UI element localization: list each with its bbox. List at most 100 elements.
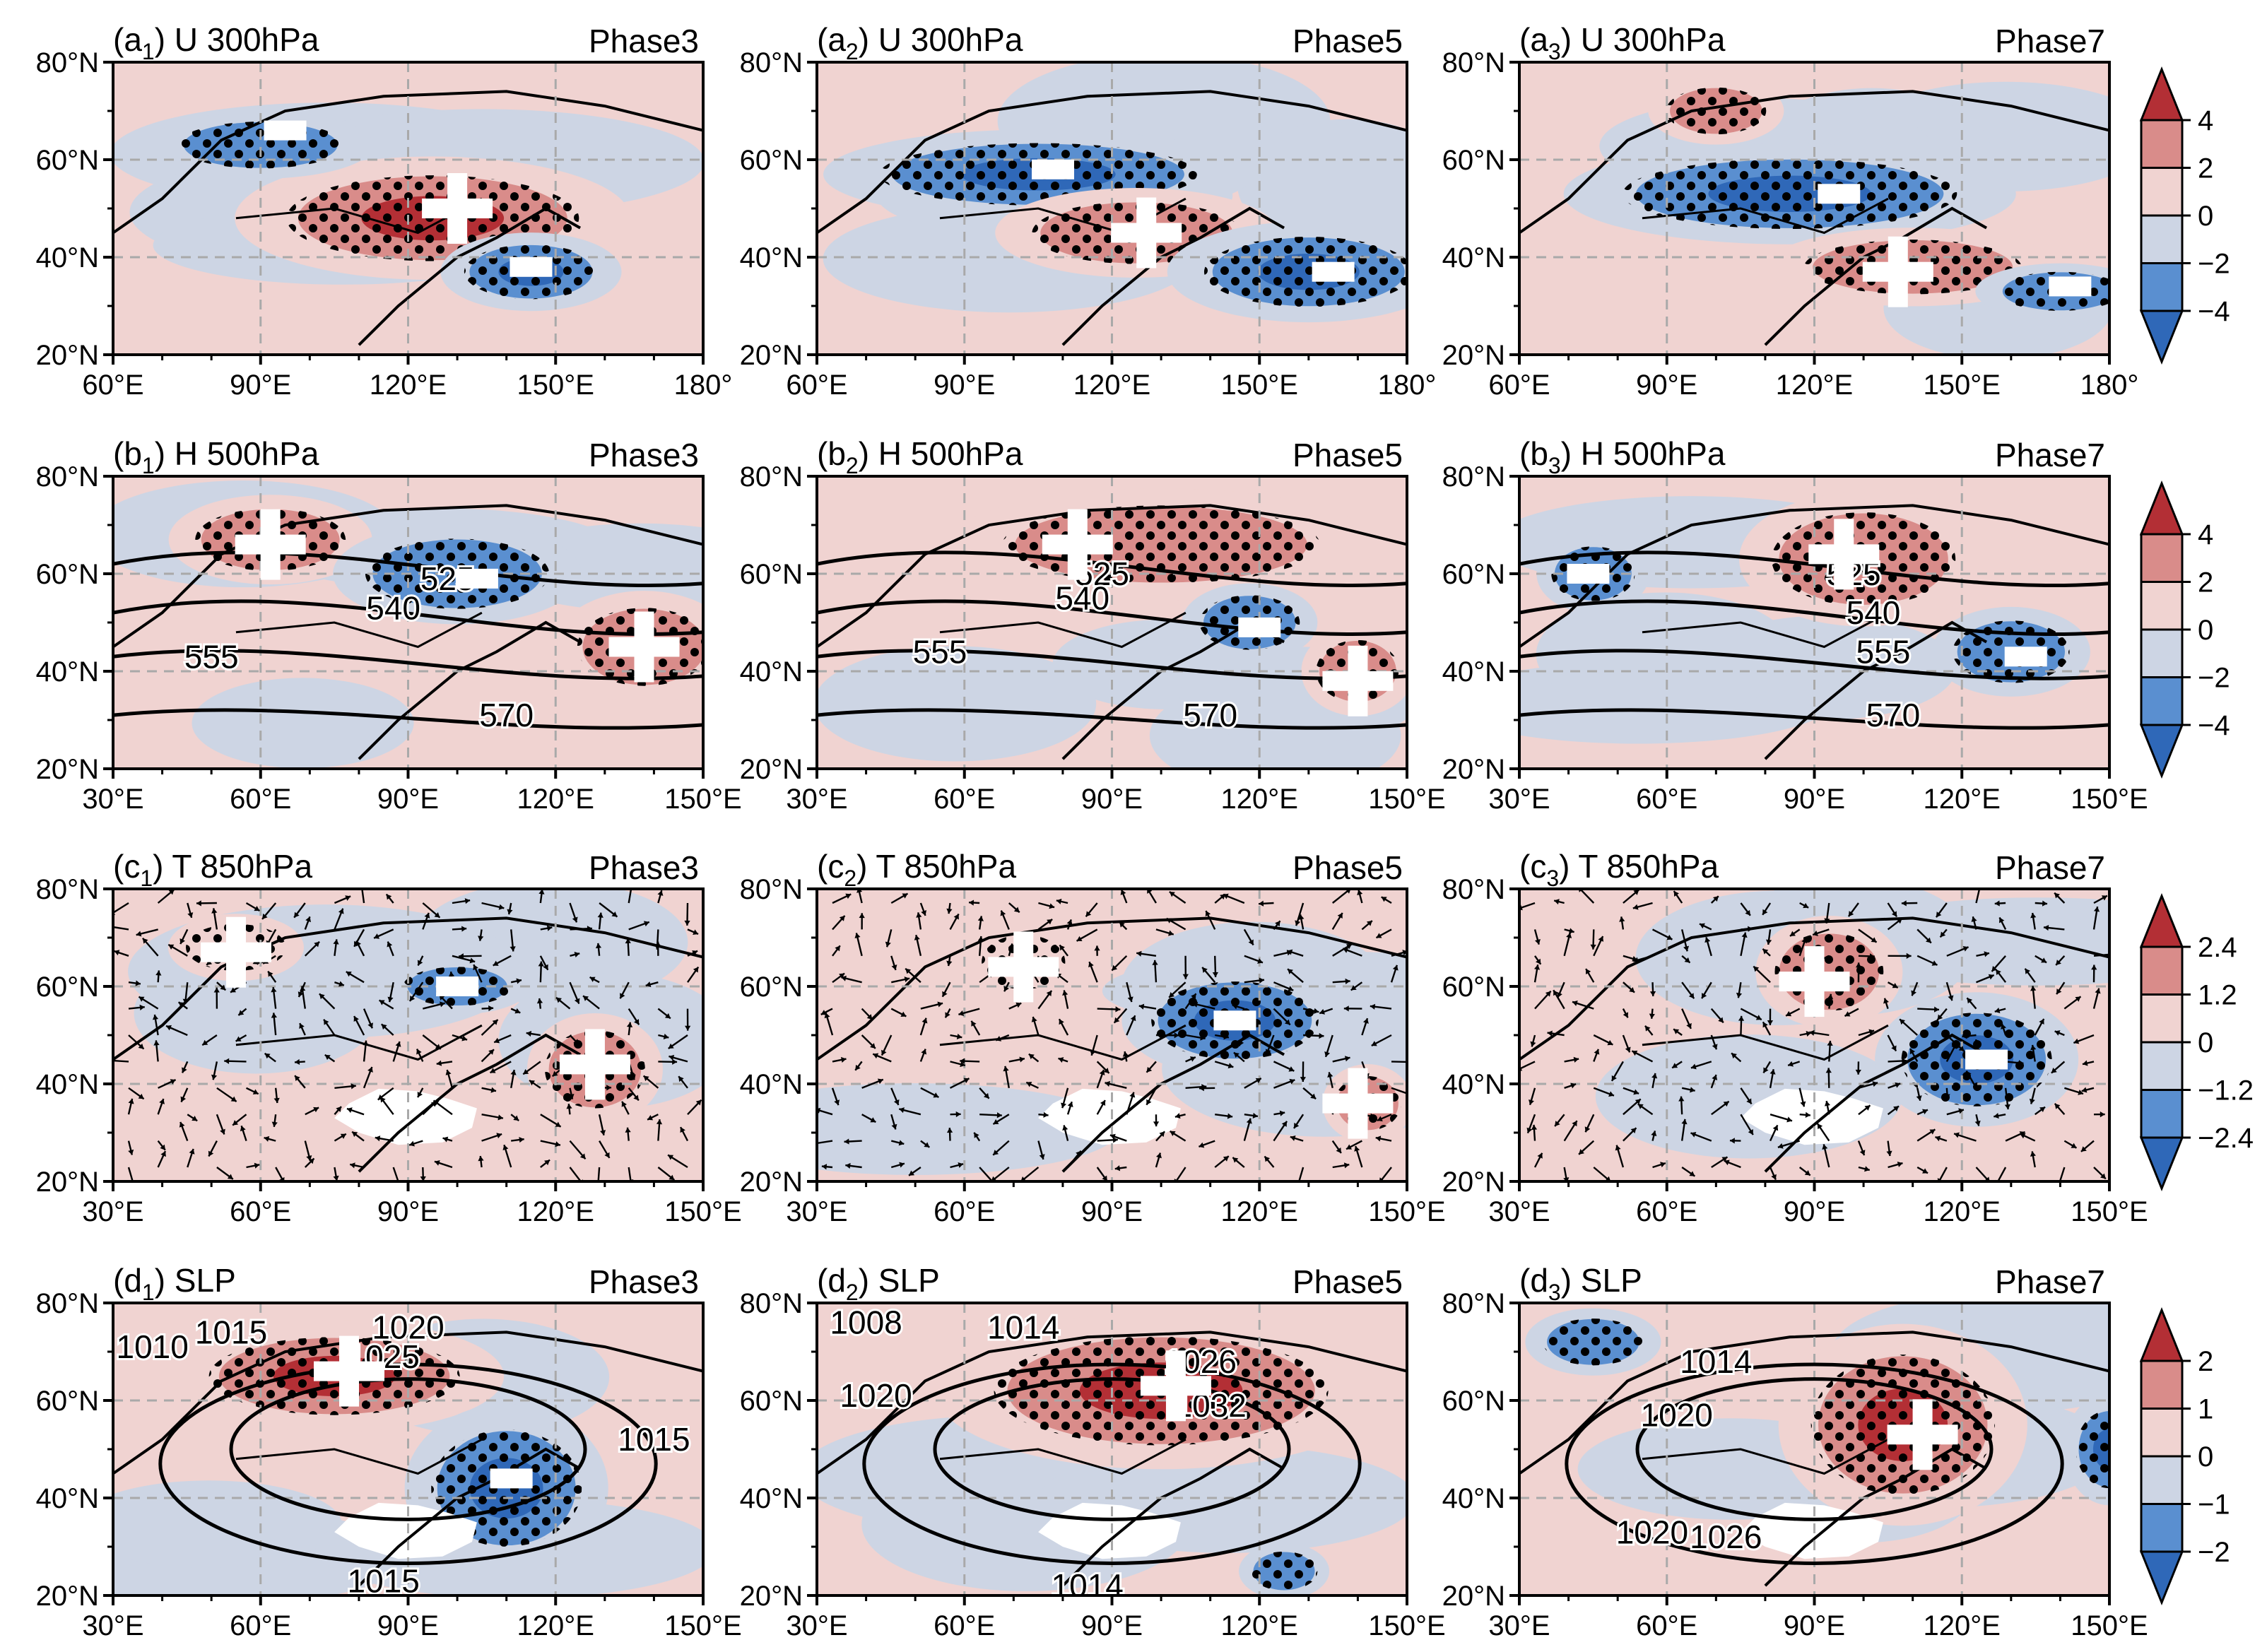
wind-vector-head [1630,1128,1637,1134]
wind-vector-head [1762,1022,1768,1028]
wind-vector-head [128,1149,134,1155]
wind-vector-head [2004,1104,2010,1110]
wind-vector-head [435,1044,441,1049]
panel-title-variable: ) U 300hPa [155,21,319,58]
panel-title: (a3) U 300hPa [1519,21,1726,64]
lon-tick-label: 180° [2080,370,2139,401]
panel-phase-label: Phase7 [1995,437,2105,473]
lat-tick-label: 40°N [740,1069,803,1100]
wind-vector [628,889,632,904]
wind-vector-head [1377,1116,1383,1122]
lon-tick-label: 150°E [1368,1196,1445,1227]
lat-tick-label: 60°N [1442,145,1505,176]
wind-vector-head [1159,1131,1165,1138]
panel-title: (b3) H 500hPa [1519,435,1726,478]
contour-label: 1020 [372,1309,444,1346]
lon-tick-label: 90°E [1784,784,1845,815]
wind-vector-head [1288,969,1293,974]
wind-vector-head [657,890,664,896]
wind-vector-head [2030,986,2037,991]
wind-vector-head [900,1011,907,1017]
wind-vector-head [355,940,362,947]
coastline [113,1331,703,1475]
wind-vector-head [1319,1032,1324,1039]
weak-negative-band [1536,592,1795,716]
wind-vector-head [1673,1029,1680,1034]
wind-vector-head [604,1152,610,1158]
contour-label: 1020 [1640,1397,1712,1434]
panel-title: (b2) H 500hPa [817,435,1023,478]
contour-label: 555 [1856,633,1911,670]
wind-vector-head [1869,953,1875,960]
wind-vector-head [252,1089,259,1095]
wind-vector-head [448,972,455,977]
wind-vector-head [1800,1101,1806,1107]
wind-vector-head [2051,1067,2057,1073]
wind-vector-head [1678,1096,1685,1102]
coastline [1061,206,1285,346]
wind-vector-head [519,1136,524,1143]
wind-vector-head [1066,919,1073,926]
country-border [1642,197,1889,235]
wind-vector-head [626,1022,633,1027]
wind-vector-head [464,898,471,904]
wind-vector-head [420,1176,426,1181]
wind-vector-head [1962,1033,1967,1039]
wind-vector-head [1115,1006,1121,1013]
wind-vector-head [983,1092,989,1099]
wind-vector-head [2056,989,2062,995]
weak-negative-band [1595,1034,1902,1159]
lat-tick-label: 80°N [740,461,803,492]
wind-vector-head [1822,1144,1828,1150]
lon-tick-label: 60°E [1636,784,1697,815]
wind-vector-head [1966,1070,1972,1077]
wind-vector-head [668,1043,674,1049]
wind-vector-head [1973,1039,1979,1044]
wind-vector-head [1289,1078,1295,1085]
wind-vector-head [655,941,661,947]
panel-map-area [817,889,1407,1181]
wind-vector [1975,889,1981,904]
contour-label: 1015 [348,1562,420,1599]
wind-vector-head [1174,1113,1181,1119]
wind-vector-head [442,1136,449,1143]
wind-vector [1391,1061,1407,1063]
coastline [817,916,1407,1061]
wind-vector-head [1978,880,1984,885]
wind-vector-head [461,1035,468,1042]
wind-vector-head [1061,1102,1067,1109]
wind-vector-head [160,1144,165,1150]
colorbar-segment [2140,214,2184,264]
lon-tick-label: 90°E [230,370,291,401]
wind-vector-head [574,998,580,1004]
wind-vector-head [1704,937,1711,943]
wind-vector-head [996,1036,1002,1042]
wind-vector-head [514,1008,521,1014]
lat-tick-label: 80°N [1442,461,1505,492]
wind-vector-head [552,1070,558,1077]
wind-vector-head [2073,1038,2080,1044]
wind-vector-head [1721,1157,1728,1162]
wind-vector-head [1170,1131,1176,1137]
wind-vector-head [496,1133,502,1139]
wind-vector-head [1288,986,1294,991]
panel-title-letter: (b [113,435,142,472]
lat-tick-label: 60°N [740,972,803,1003]
coastline [1061,1033,1285,1173]
wind-vector-head [1062,990,1068,996]
wind-vector-head [416,1049,422,1055]
wind-vector [817,1140,833,1145]
wind-vector-head [1046,991,1052,996]
plus-marker-vertical [634,611,654,683]
wind-vector-head [1345,978,1350,985]
minus-marker [1965,1049,2008,1070]
wind-vector-head [904,977,910,983]
wind-vector-head [625,1127,631,1133]
panel-title-subscript: 1 [142,1280,155,1305]
wind-vector-head [240,1126,246,1132]
height-contour [817,649,1407,680]
wind-vector-head [877,1078,883,1085]
wind-vector-head [338,981,344,987]
lon-tick-label: 90°E [1081,1610,1143,1641]
